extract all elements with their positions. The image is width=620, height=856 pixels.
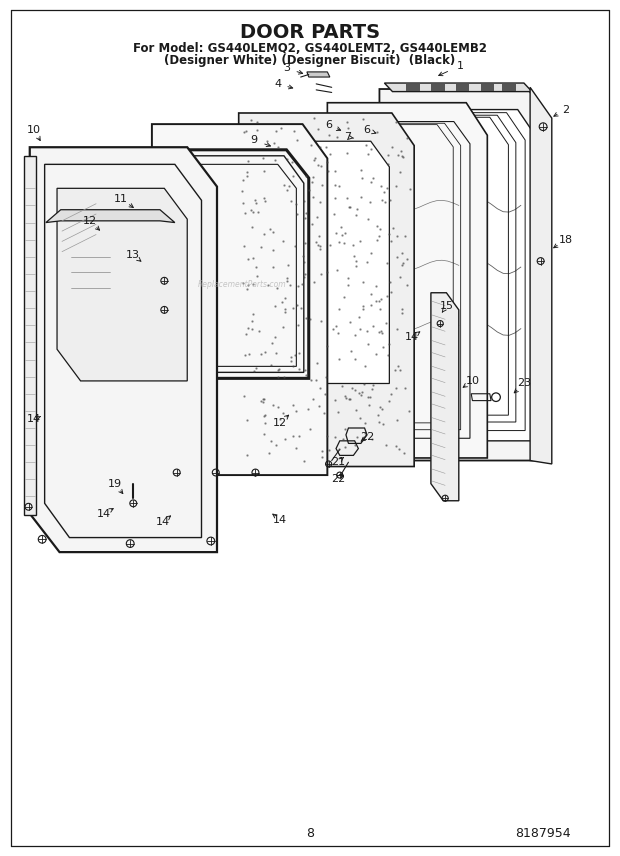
Polygon shape [431, 293, 459, 501]
Polygon shape [307, 72, 330, 77]
Text: 14: 14 [27, 414, 41, 425]
Text: 18: 18 [559, 235, 572, 245]
Polygon shape [24, 156, 36, 515]
Bar [456, 84, 469, 91]
Text: 10: 10 [466, 376, 479, 386]
Text: DOOR PARTS: DOOR PARTS [240, 23, 380, 42]
Text: 14: 14 [97, 508, 111, 519]
Text: 7: 7 [343, 132, 351, 142]
Text: 11: 11 [114, 193, 128, 204]
Text: 9: 9 [250, 135, 258, 146]
Text: 14: 14 [156, 517, 169, 527]
Text: 22: 22 [331, 474, 345, 484]
Polygon shape [46, 210, 175, 223]
Text: 12: 12 [83, 216, 97, 226]
Polygon shape [262, 141, 389, 383]
Text: 4: 4 [274, 79, 281, 89]
Text: 15: 15 [440, 301, 453, 312]
Text: 19: 19 [108, 479, 122, 489]
Text: 1: 1 [456, 61, 464, 71]
Polygon shape [402, 110, 536, 441]
Polygon shape [530, 87, 552, 464]
Text: (Designer White) (Designer Biscuit)  (Black): (Designer White) (Designer Biscuit) (Bla… [164, 54, 456, 68]
Text: 2: 2 [562, 104, 569, 115]
Bar [502, 84, 516, 91]
Bar [406, 84, 420, 91]
Polygon shape [384, 83, 532, 92]
Bar [480, 84, 494, 91]
Text: 13: 13 [126, 250, 140, 260]
Text: 8: 8 [306, 827, 314, 841]
Bar [431, 84, 445, 91]
Text: 6: 6 [363, 125, 371, 135]
Polygon shape [239, 113, 414, 467]
Text: 12: 12 [273, 418, 287, 428]
Text: 6: 6 [325, 120, 332, 130]
Polygon shape [57, 188, 187, 381]
Text: 22: 22 [360, 431, 374, 442]
Text: For Model: GS440LEMQ2, GS440LEMT2, GS440LEMB2: For Model: GS440LEMQ2, GS440LEMT2, GS440… [133, 42, 487, 56]
Polygon shape [379, 89, 551, 461]
Polygon shape [327, 103, 487, 458]
Text: 23: 23 [517, 378, 531, 389]
Text: 8187954: 8187954 [515, 827, 570, 841]
Text: ReplacementParts.com: ReplacementParts.com [198, 280, 286, 288]
Polygon shape [152, 124, 327, 475]
Text: 3: 3 [283, 63, 290, 74]
Polygon shape [30, 147, 217, 552]
Text: 14: 14 [273, 514, 287, 525]
Text: 14: 14 [405, 332, 419, 342]
Text: 21: 21 [331, 457, 345, 467]
Text: 10: 10 [27, 125, 41, 135]
